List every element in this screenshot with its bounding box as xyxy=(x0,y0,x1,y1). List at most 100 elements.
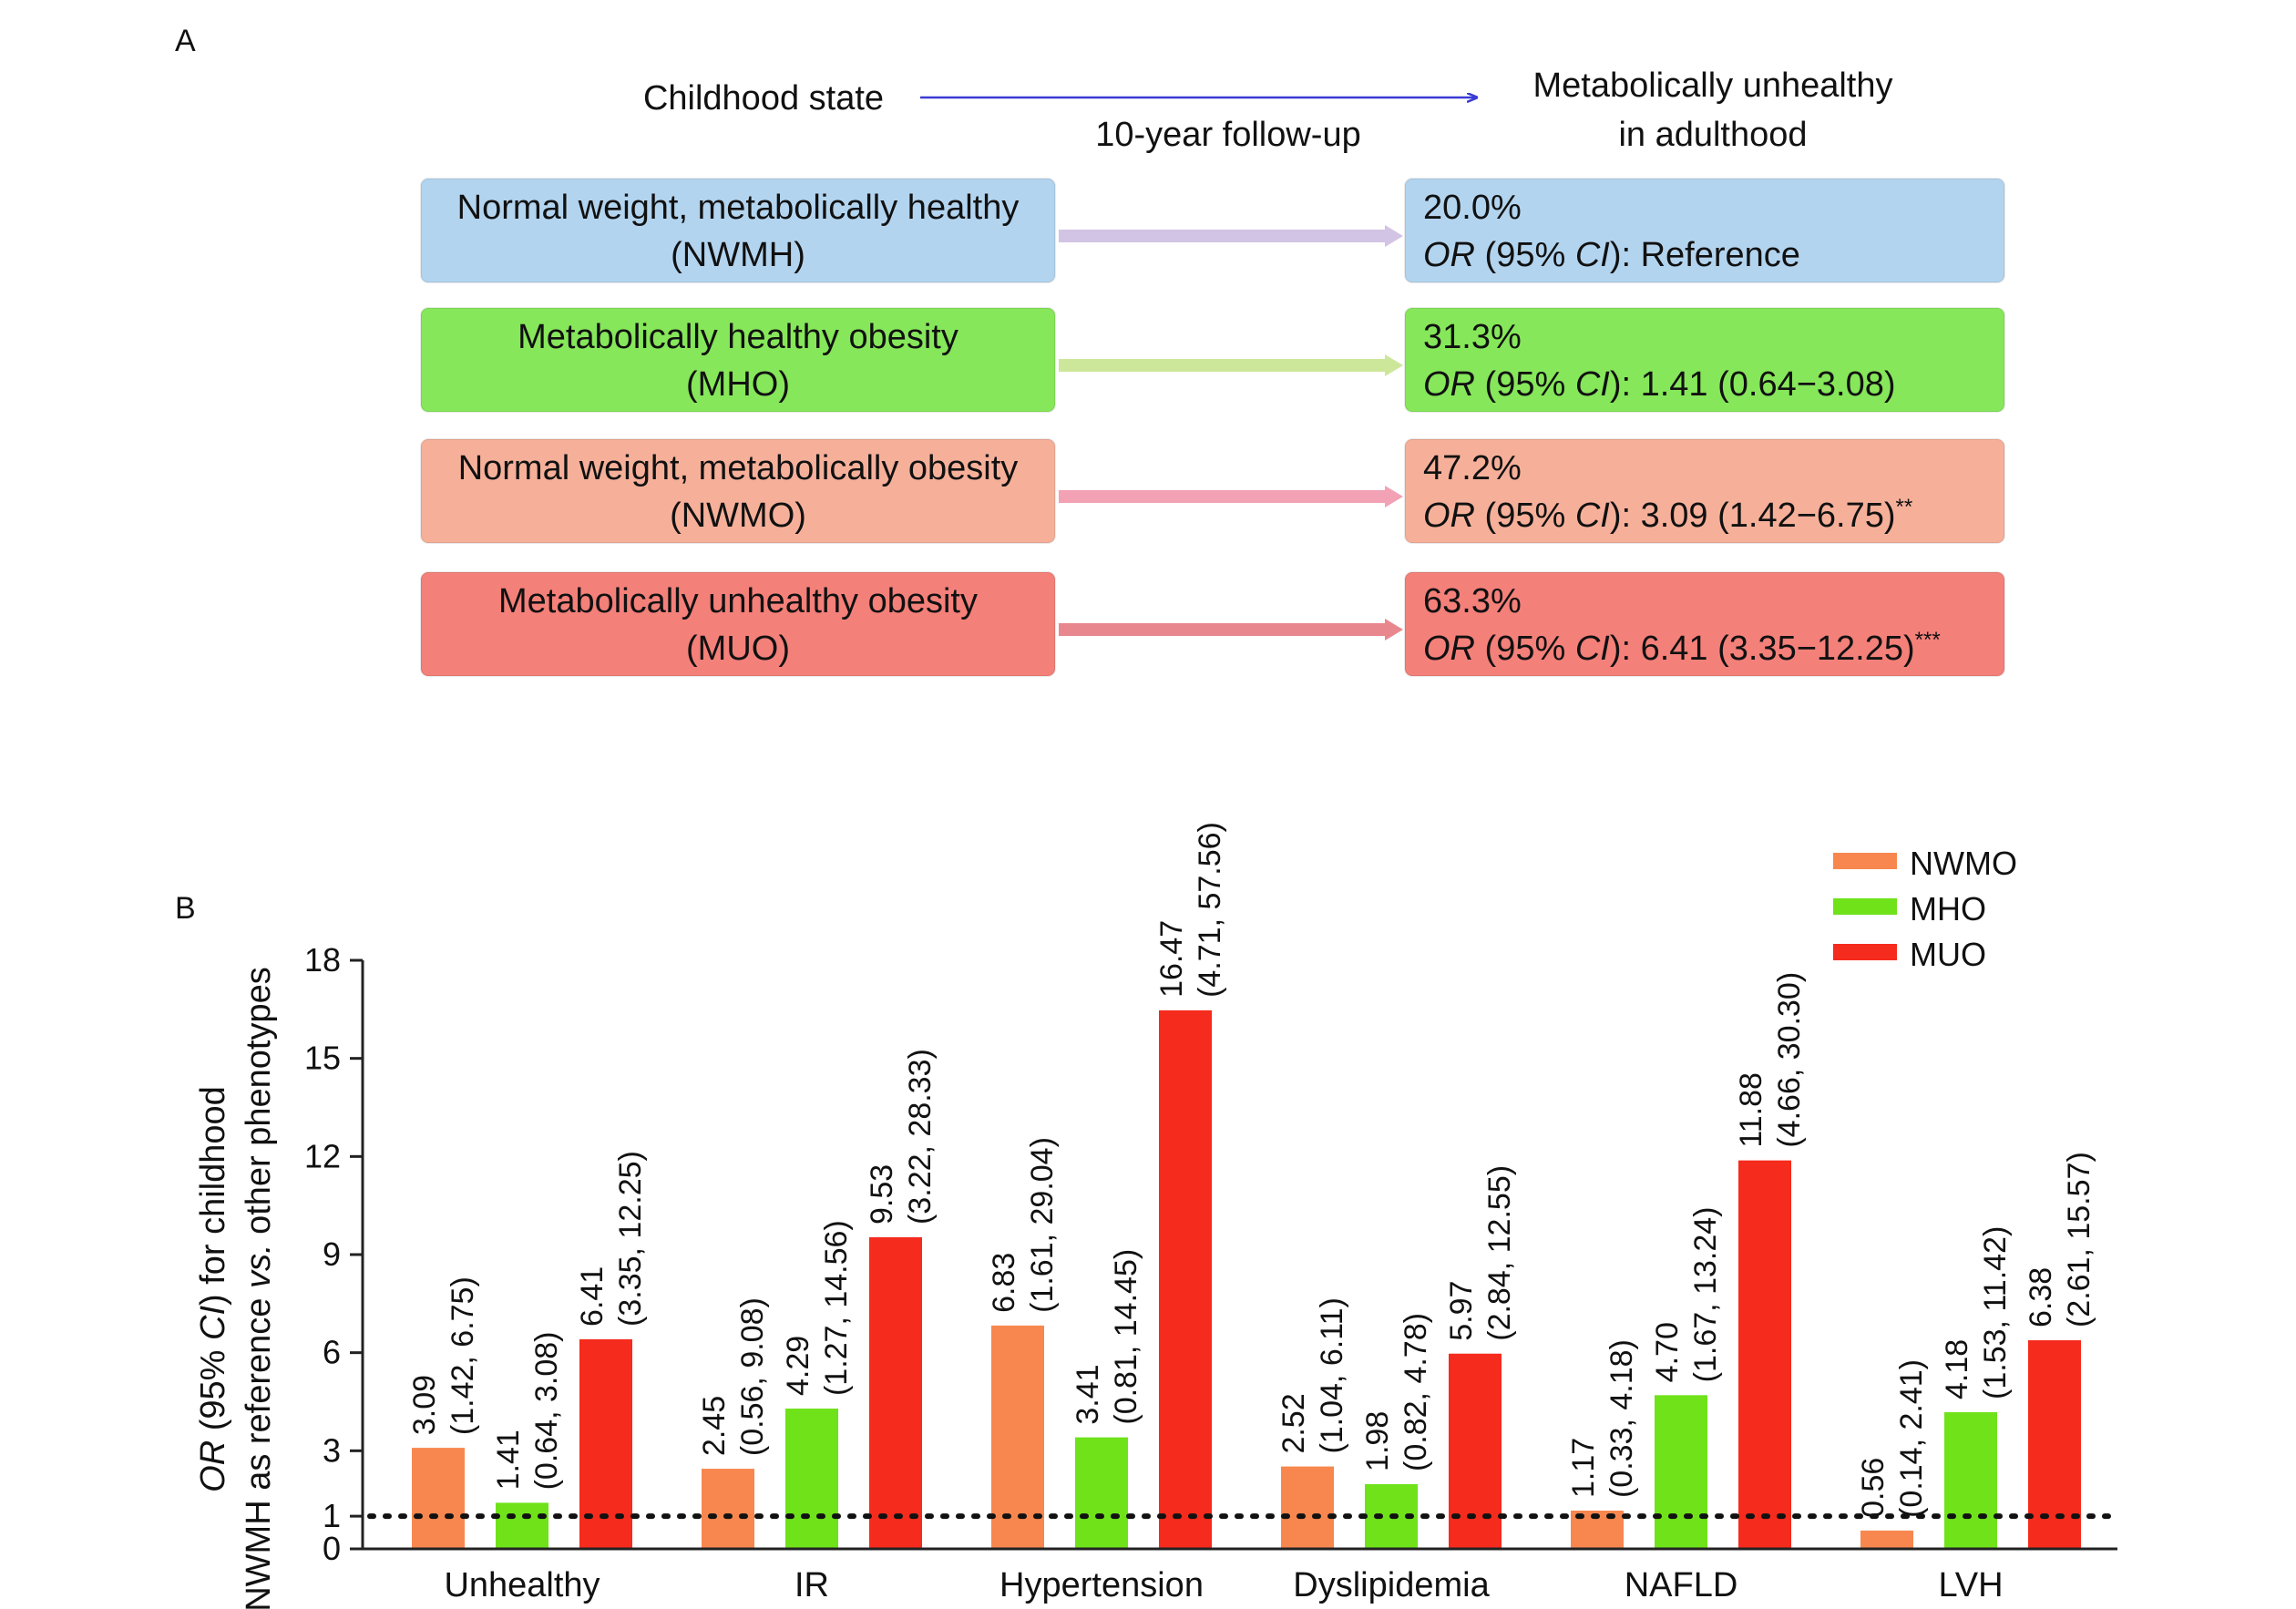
bar-nwmo xyxy=(991,1325,1044,1549)
adult-outcome-box xyxy=(1404,307,2005,413)
bar-mho xyxy=(1944,1411,1997,1549)
bar-ci-label: (0.82, 4.78) xyxy=(1399,1313,1433,1471)
flow-row: Normal weight, metabolically healthy (NWM… xyxy=(420,178,2005,283)
childhood-phenotype-box xyxy=(420,571,1056,677)
bar-value-label: 1.41 xyxy=(491,1430,526,1490)
bar-value-label: 2.45 xyxy=(697,1396,732,1456)
bar-mho xyxy=(1075,1437,1128,1549)
legend: NWMO MHO MUO xyxy=(1833,845,2017,973)
y-axis-ticks: 01 3 6 9 12 15 18 xyxy=(304,941,363,1567)
adult-outcome-header-line2: in adulthood xyxy=(1618,116,1807,154)
legend-label-mho: MHO xyxy=(1910,890,1986,927)
or-text: (95% xyxy=(1475,630,1575,668)
bar-mho xyxy=(496,1502,548,1549)
childhood-phenotype-abbrev: (NWMO) xyxy=(670,497,806,535)
bar-value-label: 1.17 xyxy=(1566,1438,1601,1498)
bar-value-label: 1.98 xyxy=(1360,1411,1395,1471)
panel-b-letter: B xyxy=(175,891,196,926)
follow-up-header: 10-year follow-up xyxy=(1095,116,1360,154)
x-category-label: Dyslipidemia xyxy=(1293,1566,1490,1604)
bar-ci-label: (1.42, 6.75) xyxy=(446,1276,480,1435)
adult-unhealthy-percent: 31.3% xyxy=(1423,318,1522,356)
ci-label: CI xyxy=(1575,497,1610,535)
adult-outcome-box xyxy=(1404,438,2005,544)
bar-value-label: 16.47 xyxy=(1154,920,1189,998)
bar-nwmo xyxy=(412,1448,465,1549)
bar-ci-label: (1.61, 29.04) xyxy=(1025,1137,1060,1313)
bar-ci-label: (0.64, 3.08) xyxy=(529,1332,564,1491)
bar-value-label: 5.97 xyxy=(1444,1281,1479,1341)
legend-label-nwmo: NWMO xyxy=(1910,845,2017,882)
bar-muo xyxy=(1738,1160,1791,1549)
bar-muo xyxy=(1159,1009,1212,1549)
childhood-phenotype-box xyxy=(420,307,1056,413)
legend-swatch-muo xyxy=(1833,944,1897,960)
flow-row: Normal weight, metabolically obesity (NWM… xyxy=(420,438,2005,544)
bar-value-label: 4.18 xyxy=(1940,1339,1974,1399)
adult-unhealthy-percent: 20.0% xyxy=(1423,189,1522,227)
adult-unhealthy-percent: 47.2% xyxy=(1423,449,1522,487)
y-tick-label: 1 xyxy=(323,1497,341,1534)
y-axis-title-line2: NWMH as reference vs. other phenotypes xyxy=(240,967,278,1609)
significance-marker: *** xyxy=(1915,628,1941,652)
y-tick-label: 12 xyxy=(304,1137,341,1174)
or-label: OR xyxy=(1423,497,1475,535)
bar-ci-label: (3.22, 28.33) xyxy=(903,1049,938,1225)
childhood-phenotype-label: Normal weight, metabolically obesity xyxy=(458,449,1019,487)
childhood-phenotype-abbrev: (NWMH) xyxy=(671,236,805,274)
childhood-phenotype-label: Metabolically unhealthy obesity xyxy=(498,582,978,620)
x-category-label: NAFLD xyxy=(1625,1566,1738,1604)
childhood-phenotype-abbrev: (MUO) xyxy=(686,630,790,668)
bar-muo xyxy=(1449,1353,1502,1549)
bar-ci-label: (0.56, 9.08) xyxy=(735,1297,770,1456)
bar-value-label: 2.52 xyxy=(1276,1393,1311,1453)
flow-row: Metabolically unhealthy obesity (MUO) 63.3… xyxy=(420,571,2005,677)
bar-ci-label: (1.27, 14.56) xyxy=(819,1220,854,1396)
bars: 3.09 (1.42, 6.75) 1.41 (0.64, 3.08) 6.41 (3.3… xyxy=(407,822,2096,1549)
panel-a-letter: A xyxy=(175,24,196,58)
or-text: (95% xyxy=(1475,365,1575,404)
adult-outcome-box xyxy=(1404,571,2005,677)
bar-ci-label: (4.71, 57.56) xyxy=(1193,822,1227,998)
bar-ci-label: (2.84, 12.55) xyxy=(1482,1165,1517,1341)
bar-mho xyxy=(1655,1395,1707,1549)
bar-value-label: 3.41 xyxy=(1071,1364,1105,1424)
odds-ratio-text: OR (95% CI): 3.09 (1.42−6.75)** xyxy=(1423,495,1912,535)
or-label: OR xyxy=(1423,365,1475,404)
bar-ci-label: (3.35, 12.25) xyxy=(613,1151,648,1327)
bar-ci-label: (0.14, 2.41) xyxy=(1894,1359,1929,1518)
childhood-state-header: Childhood state xyxy=(643,79,884,118)
ci-label: CI xyxy=(1575,365,1610,404)
or-text: (95% xyxy=(1475,497,1575,535)
childhood-phenotype-label: Normal weight, metabolically healthy xyxy=(457,189,1020,227)
y-tick-label: 3 xyxy=(323,1431,341,1469)
significance-marker: ** xyxy=(1896,495,1913,519)
legend-swatch-mho xyxy=(1833,898,1897,915)
or-label: OR xyxy=(1423,236,1475,274)
bar-nwmo xyxy=(702,1469,754,1549)
panel-b: B OR (95% CI) for childhood NWMH as refe… xyxy=(175,822,2117,1609)
legend-swatch-nwmo xyxy=(1833,853,1897,869)
bar-mho xyxy=(785,1409,838,1549)
childhood-phenotype-label: Metabolically healthy obesity xyxy=(518,318,958,356)
bar-value-label: 11.88 xyxy=(1734,1072,1768,1148)
odds-ratio-text: OR (95% CI): Reference xyxy=(1423,236,1800,274)
bar-muo xyxy=(869,1236,922,1549)
follow-up-arrow-head xyxy=(1385,225,1403,247)
y-tick-label: 18 xyxy=(304,941,341,979)
x-category-label: IR xyxy=(794,1566,829,1604)
adult-unhealthy-percent: 63.3% xyxy=(1423,582,1522,620)
bar-value-label: 6.83 xyxy=(987,1253,1021,1313)
y-axis-title: OR (95% CI) for childhood NWMH as refere… xyxy=(194,967,278,1609)
ci-label: CI xyxy=(1575,630,1610,668)
adult-outcome-header-line1: Metabolically unhealthy xyxy=(1532,67,1892,105)
bar-value-label: 6.41 xyxy=(575,1266,610,1327)
y-tick-label: 15 xyxy=(304,1040,341,1077)
category-labels: Unhealthy IR Hypertension Dyslipidemia NAFLD… xyxy=(444,1566,2003,1604)
bar-ci-label: (0.33, 4.18) xyxy=(1604,1339,1639,1498)
follow-up-arrow-head xyxy=(1385,354,1403,376)
childhood-phenotype-abbrev: (MHO) xyxy=(686,365,790,404)
x-category-label: LVH xyxy=(1938,1566,2003,1604)
childhood-phenotype-box xyxy=(420,438,1056,544)
y-tick-label: 0 xyxy=(323,1530,341,1567)
